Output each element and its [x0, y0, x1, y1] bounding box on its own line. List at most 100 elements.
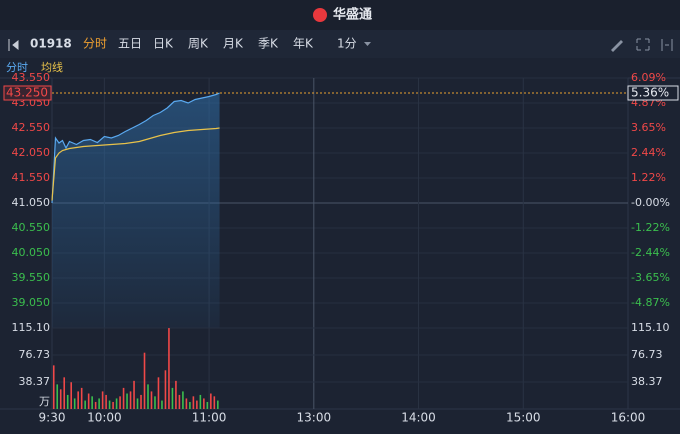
- y-tick-label: 39.550: [12, 271, 51, 284]
- volume-bar: [119, 396, 121, 409]
- volume-tick-label: 115.10: [12, 321, 51, 334]
- change-tag: [627, 85, 679, 101]
- volume-bar: [133, 380, 135, 409]
- volume-bar: [143, 352, 146, 409]
- y2-tick-label: 1.22%: [631, 171, 666, 184]
- volume-bar: [206, 401, 209, 409]
- volume-bar: [70, 382, 72, 409]
- volume-unit: 万: [39, 395, 50, 408]
- x-tick-label: 15:00: [506, 411, 541, 425]
- volume-bar: [199, 394, 202, 409]
- volume-bar: [56, 384, 59, 409]
- x-tick-label: 14:00: [401, 411, 436, 425]
- volume-tick-label: 76.73: [19, 348, 51, 361]
- volume-bar: [175, 380, 177, 409]
- volume-bar: [73, 398, 76, 409]
- volume-bar: [98, 398, 100, 409]
- volume-bar: [168, 328, 170, 409]
- y-tick-label: 41.050: [12, 196, 51, 209]
- volume-bar: [66, 394, 69, 409]
- logo-text: 华盛通: [333, 7, 372, 23]
- volume-bar: [192, 396, 195, 409]
- tab[interactable]: 五日: [118, 37, 142, 51]
- volume-bar: [101, 391, 104, 409]
- volume-bar: [77, 391, 79, 409]
- volume-bar: [126, 393, 128, 409]
- volume-bar: [182, 391, 184, 409]
- x-tick-label: 9:30: [39, 411, 66, 425]
- y-tick-label: 43.550: [12, 71, 51, 84]
- volume-bar: [150, 391, 153, 409]
- volume-tick-label: 115.10: [631, 321, 670, 334]
- volume-bar: [178, 394, 181, 409]
- average-line: [51, 127, 220, 201]
- volume-bar: [210, 393, 212, 409]
- volume-bar: [213, 396, 216, 409]
- tabs: 分时 五日 日K 周K 月K 季K 年K: [83, 37, 314, 51]
- y-tick-label: 42.550: [12, 121, 51, 134]
- volume-bar: [185, 398, 188, 409]
- volume-bar: [105, 394, 107, 409]
- volume-bar: [91, 396, 93, 409]
- interval[interactable]: 1分: [337, 37, 357, 51]
- volume-bar: [52, 365, 55, 409]
- y2-tick-label: 6.09%: [631, 71, 666, 84]
- collapse-icon[interactable]: [8, 39, 19, 51]
- x-tick-label: 13:00: [297, 411, 332, 425]
- subtab[interactable]: 分时: [6, 61, 28, 74]
- volume-bar: [94, 401, 97, 409]
- price-area: [52, 93, 220, 328]
- volume-bar: [108, 400, 111, 409]
- tab[interactable]: 周K: [188, 37, 209, 51]
- logo-icon: [313, 8, 327, 22]
- draw-icon[interactable]: [611, 40, 623, 52]
- price-tag: [3, 85, 52, 101]
- volume-bar: [147, 384, 149, 409]
- volume-tick-label: 38.37: [19, 375, 51, 388]
- tab[interactable]: 季K: [258, 37, 279, 51]
- volume-bar: [129, 391, 132, 409]
- y-tick-label: 42.050: [12, 146, 51, 159]
- price-line: [51, 92, 220, 204]
- volume-bar: [154, 396, 156, 409]
- y-tick-label: 40.550: [12, 221, 51, 234]
- y2-tick-label: -3.65%: [631, 271, 670, 284]
- volume-bar: [164, 370, 167, 409]
- title-bar: [0, 0, 680, 30]
- volume-bar: [136, 398, 139, 409]
- y-tick-label: 39.050: [12, 296, 51, 309]
- volume-bar: [203, 398, 205, 409]
- volume-bar: [196, 400, 198, 409]
- volume-bar: [189, 401, 191, 409]
- y2-tick-label: -1.22%: [631, 221, 670, 234]
- tab[interactable]: 分时: [83, 37, 107, 51]
- volume-tick-label: 76.73: [631, 348, 663, 361]
- tab[interactable]: 日K: [153, 37, 174, 51]
- volume-bar: [87, 393, 90, 409]
- y2-tick-label: 2.44%: [631, 146, 666, 159]
- subtab[interactable]: 均线: [41, 60, 63, 74]
- fullscreen-icon[interactable]: [636, 38, 650, 51]
- y-tick-label: 40.050: [12, 246, 51, 259]
- volume-bar: [80, 387, 83, 409]
- tab[interactable]: 年K: [293, 37, 314, 51]
- volume-bar: [217, 400, 219, 409]
- y2-tick-label: -0.00%: [631, 196, 670, 209]
- y-tick-label: 41.550: [12, 171, 51, 184]
- y2-tick-label: -4.87%: [631, 296, 670, 309]
- symbol: 01918: [30, 37, 72, 51]
- dropdown-arrow[interactable]: [364, 42, 371, 46]
- toolbar: [0, 30, 680, 58]
- volume-bar: [161, 400, 163, 409]
- y2-tick-label: 3.65%: [631, 121, 666, 134]
- x-tick-label: 10:00: [87, 411, 122, 425]
- y2-tick-label: -2.44%: [631, 246, 670, 259]
- volume-bar: [84, 400, 86, 409]
- expand-icon[interactable]: [661, 39, 673, 51]
- volume-bar: [122, 387, 125, 409]
- change-tag-label: 5.36%: [631, 86, 669, 100]
- volume-bar: [112, 401, 114, 409]
- tab[interactable]: 月K: [223, 37, 244, 51]
